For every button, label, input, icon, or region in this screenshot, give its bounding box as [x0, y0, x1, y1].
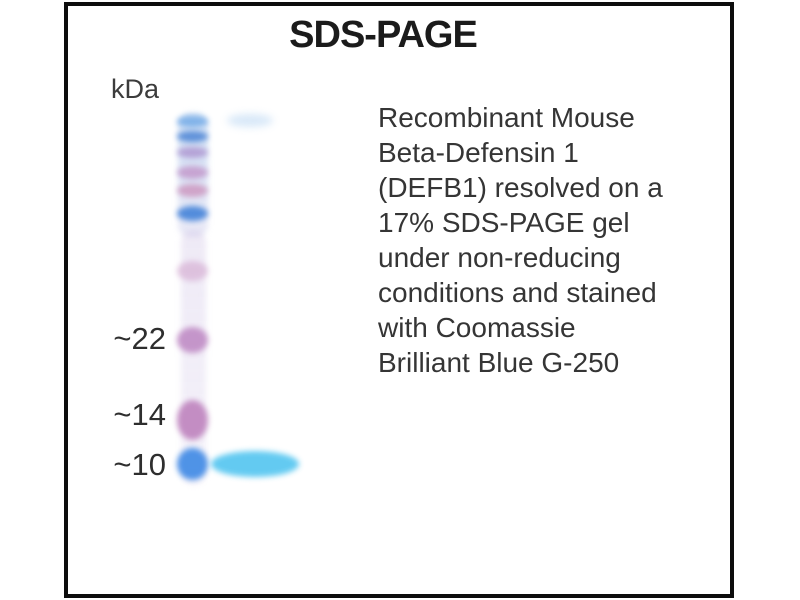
ladder-band — [177, 400, 208, 440]
caption-line: (DEFB1) resolved on a — [378, 172, 663, 203]
ladder-band — [177, 147, 208, 158]
ladder-band — [177, 206, 208, 221]
caption-line: Brilliant Blue G-250 — [378, 347, 620, 378]
figure-caption: Recombinant Mouse Beta-Defensin 1 (DEFB1… — [378, 100, 698, 380]
gel-smear-wisp — [227, 114, 273, 127]
ladder-band — [177, 166, 208, 179]
caption-line: conditions and stained — [378, 277, 657, 308]
ladder-band — [177, 448, 208, 480]
ladder-band — [177, 327, 208, 353]
ladder-band — [177, 184, 208, 197]
caption-line: under non-reducing — [378, 242, 621, 273]
caption-line: Recombinant Mouse — [378, 102, 635, 133]
sample-protein-band — [211, 451, 299, 477]
ladder-band — [177, 116, 208, 127]
ladder-band — [177, 261, 208, 281]
figure-frame — [64, 2, 734, 598]
figure-title: SDS-PAGE — [289, 14, 478, 56]
caption-line: 17% SDS-PAGE gel — [378, 207, 630, 238]
caption-line: Beta-Defensin 1 — [378, 137, 579, 168]
kda-unit-label: kDa — [111, 74, 160, 104]
caption-line: with Coomassie — [378, 312, 576, 343]
ladder-band — [177, 131, 208, 142]
